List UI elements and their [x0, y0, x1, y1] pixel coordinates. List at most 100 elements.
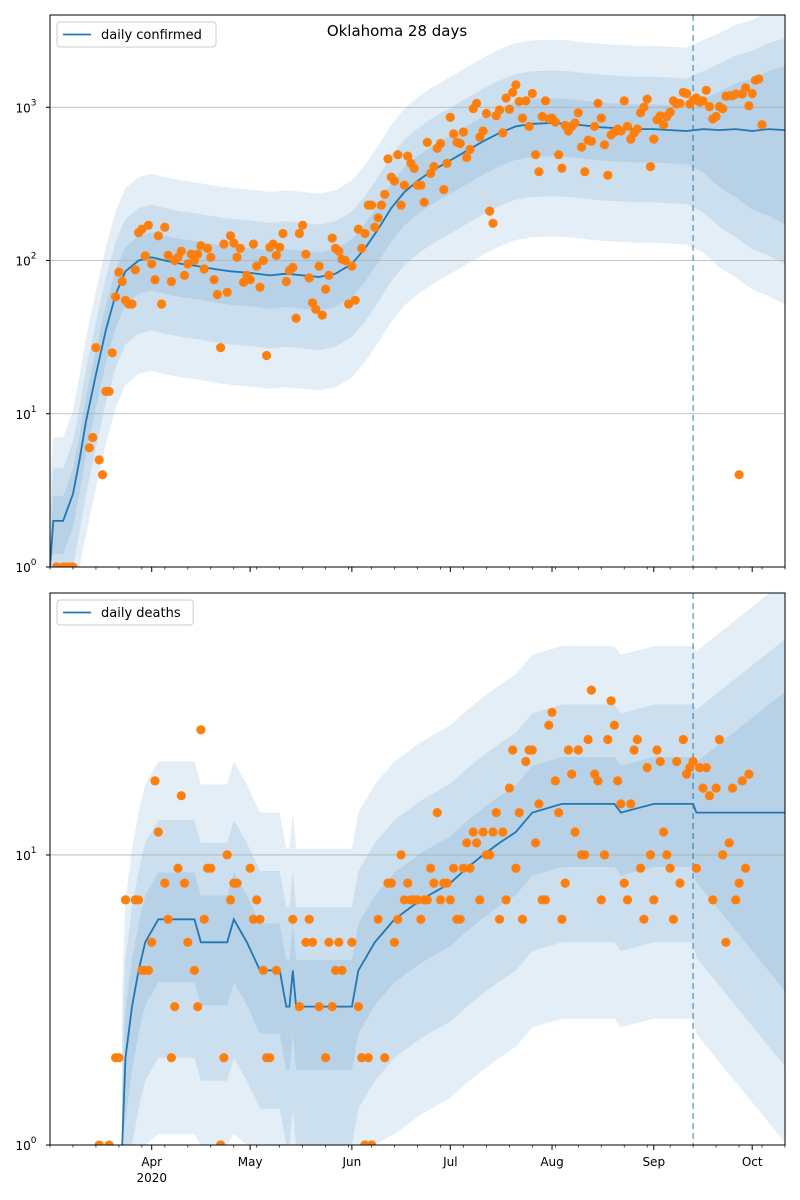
x-tick-label: May [238, 1155, 263, 1169]
data-point [258, 965, 268, 976]
data-point [304, 914, 314, 924]
data-point [609, 720, 620, 730]
data-point [120, 895, 131, 905]
data-point [462, 152, 472, 163]
data-point [252, 261, 262, 271]
data-point [531, 838, 541, 848]
data-point [583, 734, 593, 745]
data-point [675, 878, 685, 888]
data-point [744, 101, 754, 111]
data-point [527, 88, 537, 99]
data-point [147, 937, 157, 947]
data-point [416, 914, 426, 924]
data-point [488, 218, 498, 228]
legend-box [56, 599, 194, 626]
data-point [104, 386, 114, 396]
data-point [255, 914, 265, 924]
data-point [504, 783, 514, 793]
legend: daily deaths [56, 599, 194, 626]
data-point [202, 243, 213, 253]
data-point [216, 1140, 226, 1145]
data-point [360, 228, 370, 239]
data-point [153, 827, 163, 837]
data-point [225, 895, 236, 905]
data-point [107, 348, 117, 358]
data-point [235, 243, 245, 253]
data-point [629, 745, 639, 755]
data-point [711, 783, 721, 793]
data-point [701, 763, 711, 773]
data-point [281, 276, 291, 287]
data-point [475, 895, 485, 905]
data-point [321, 1053, 331, 1063]
data-point [478, 126, 488, 136]
data-point [376, 200, 386, 210]
data-point [481, 108, 491, 119]
data-point [439, 185, 449, 195]
data-point [714, 734, 725, 745]
data-point [176, 246, 186, 256]
data-point [179, 878, 190, 888]
data-point [488, 827, 498, 837]
data-point [672, 756, 682, 767]
data-point [698, 96, 708, 106]
data-point [347, 261, 357, 271]
data-point [498, 827, 508, 837]
data-point [744, 769, 754, 779]
data-point [396, 200, 406, 210]
data-point [501, 93, 511, 103]
deaths-panel: 100 101 Apr 2020 May Jun Jul Aug Sep Oct daily dea… [15, 592, 786, 1185]
data-point [616, 126, 626, 136]
data-point [435, 138, 446, 149]
data-point [521, 96, 531, 106]
data-point [478, 827, 488, 837]
data-point [727, 783, 738, 793]
data-point [704, 791, 715, 801]
data-point [206, 863, 216, 873]
data-point [603, 170, 613, 180]
data-point [357, 243, 367, 253]
data-point [347, 937, 357, 947]
data-point [396, 850, 406, 860]
data-point [632, 124, 642, 134]
data-point [409, 163, 419, 173]
data-point [573, 108, 583, 118]
data-point [655, 756, 665, 767]
data-point [288, 914, 298, 924]
data-point [301, 937, 311, 947]
x-tick-label: Aug [540, 1155, 563, 1169]
data-point [403, 878, 413, 888]
data-point [222, 850, 232, 860]
data-point [691, 863, 702, 873]
data-point [403, 151, 413, 161]
data-point [494, 914, 505, 924]
data-point [734, 878, 744, 888]
data-point [367, 200, 377, 210]
data-point [649, 134, 659, 144]
data-point [232, 252, 242, 262]
data-point [718, 104, 728, 114]
data-point [212, 289, 222, 300]
data-point [531, 150, 541, 160]
data-point [678, 734, 688, 745]
data-point [183, 937, 193, 947]
legend-box [56, 21, 217, 48]
data-point [682, 88, 692, 99]
data-point [367, 1140, 377, 1145]
data-point [94, 455, 104, 465]
data-point [317, 310, 327, 320]
data-point [593, 776, 603, 786]
data-point [196, 725, 206, 735]
data-point [140, 251, 150, 261]
data-point [422, 895, 432, 905]
data-point [544, 720, 554, 730]
data-point [494, 105, 505, 115]
data-point [593, 98, 603, 108]
data-point [514, 808, 524, 818]
data-point [570, 118, 580, 128]
data-point [517, 113, 528, 123]
data-point [632, 734, 642, 745]
data-point [586, 136, 597, 146]
data-point [619, 96, 629, 106]
data-point [501, 895, 511, 905]
